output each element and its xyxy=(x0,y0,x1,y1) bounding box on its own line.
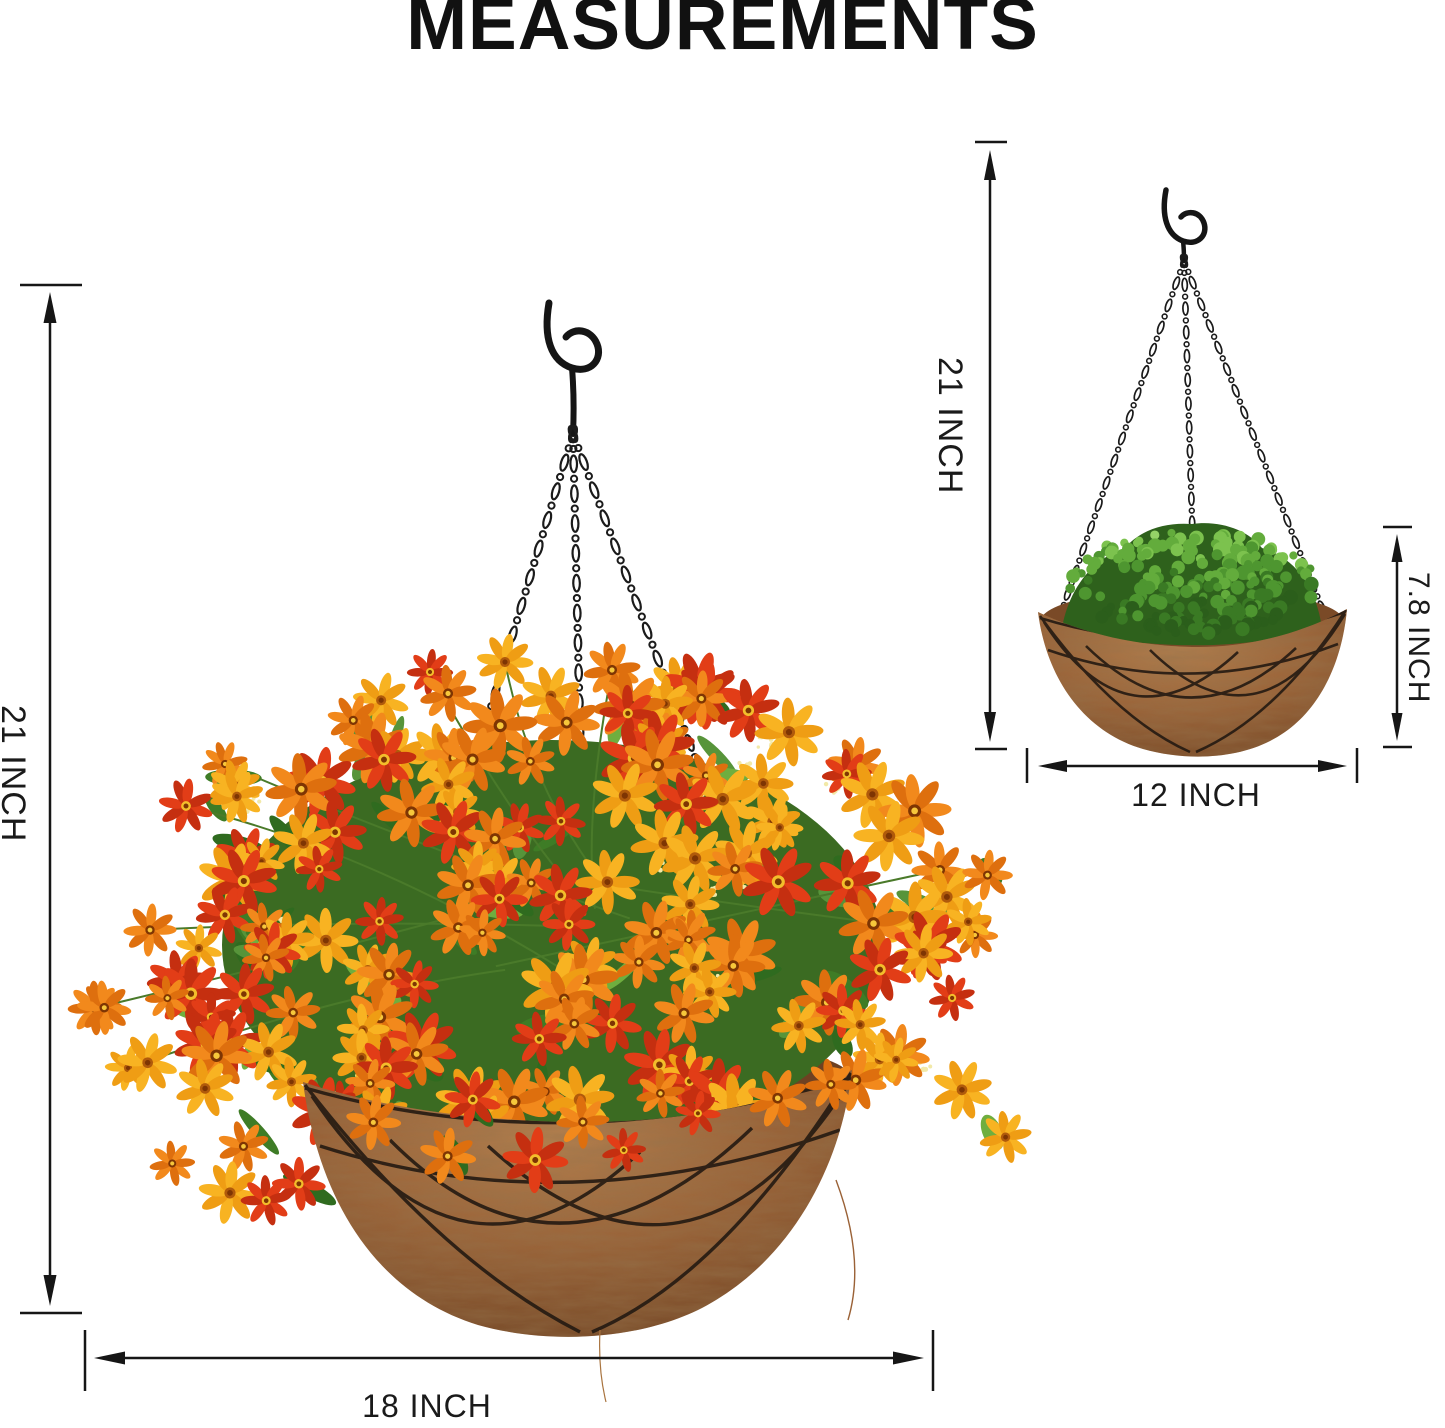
basket-wire-frame xyxy=(1038,609,1347,754)
arrowhead-down-icon xyxy=(1391,713,1403,741)
arrowhead-right-icon xyxy=(1318,760,1347,772)
large-basket-diameter-dimension xyxy=(83,1330,935,1391)
small-basket-depth-dimension xyxy=(1383,525,1412,749)
large-basket-diameter-label: 18 INCH xyxy=(362,1388,492,1424)
large-hanging-basket xyxy=(67,299,1032,1403)
coco-liner-basket xyxy=(1038,609,1347,757)
arrowhead-left-icon xyxy=(94,1351,125,1365)
dimension-annotations xyxy=(20,140,1412,1391)
stray-fiber-strand xyxy=(835,1179,856,1321)
arrowhead-up-icon xyxy=(984,150,996,180)
small-basket-height-dimension xyxy=(975,140,1007,751)
small-basket-diameter-label: 12 INCH xyxy=(1131,777,1261,813)
small-hanging-basket xyxy=(1038,187,1347,757)
stray-fiber-strand xyxy=(599,1329,607,1403)
hanger-hook-icon xyxy=(1161,187,1208,264)
arrowhead-down-icon xyxy=(984,712,996,742)
page-title: MEASUREMENTS xyxy=(406,0,1039,65)
small-basket-height-label: 21 INCH xyxy=(931,357,969,495)
flower-bouquet-front xyxy=(77,849,1032,1226)
large-basket-height-dimension xyxy=(20,283,82,1315)
arrowhead-up-icon xyxy=(43,292,57,323)
small-basket-diameter-dimension xyxy=(1025,748,1359,783)
small-basket-depth-label: 7.8 INCH xyxy=(1402,572,1435,704)
arrowhead-left-icon xyxy=(1038,760,1067,772)
boxwood-plant xyxy=(1065,528,1319,640)
arrowhead-right-icon xyxy=(893,1351,924,1365)
arrowhead-up-icon xyxy=(1391,534,1403,562)
large-basket-height-label: 21 INCH xyxy=(0,705,32,843)
flower-bouquet-back xyxy=(67,634,999,1180)
arrowhead-down-icon xyxy=(43,1275,57,1306)
hanger-hook-icon xyxy=(543,299,602,437)
